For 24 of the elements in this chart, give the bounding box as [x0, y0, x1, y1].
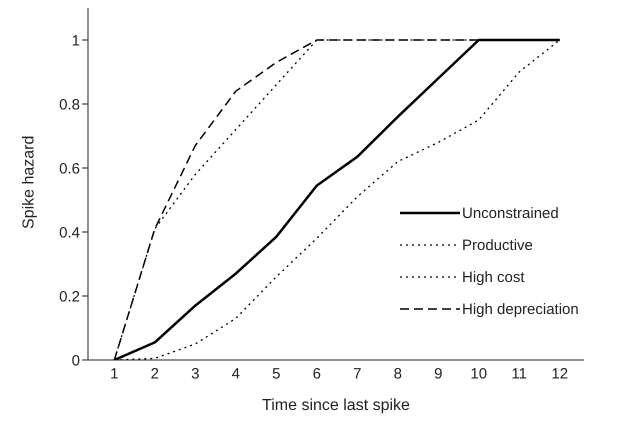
- legend-label: Unconstrained: [462, 204, 559, 222]
- legend-label: High cost: [462, 268, 525, 286]
- y-tick-label: 0.6: [59, 160, 80, 178]
- x-tick-label: 9: [434, 366, 442, 383]
- y-axis-title: Spike hazard: [20, 136, 38, 229]
- x-tick-label: 1: [110, 366, 118, 383]
- y-tick-label: 0.2: [59, 288, 80, 306]
- x-tick-label: 10: [470, 366, 488, 383]
- x-axis-title: Time since last spike: [262, 397, 410, 414]
- x-tick-label: 2: [150, 366, 159, 383]
- legend-label: Productive: [462, 236, 533, 254]
- x-tick-label: 6: [312, 366, 321, 383]
- x-tick-label: 3: [191, 366, 200, 383]
- y-tick-label: 1: [72, 32, 80, 50]
- x-tick-label: 4: [232, 366, 240, 383]
- x-tick-label: 11: [511, 366, 528, 383]
- x-tick-label: 8: [394, 366, 402, 383]
- x-tick-label: 5: [272, 366, 280, 383]
- y-tick-label: 0: [72, 352, 80, 370]
- y-tick-label: 0.8: [59, 96, 80, 114]
- x-tick-label: 7: [353, 366, 362, 383]
- legend-label: High depreciation: [462, 300, 579, 318]
- y-tick-label: 0.4: [59, 224, 80, 242]
- x-tick-label: 12: [551, 366, 568, 383]
